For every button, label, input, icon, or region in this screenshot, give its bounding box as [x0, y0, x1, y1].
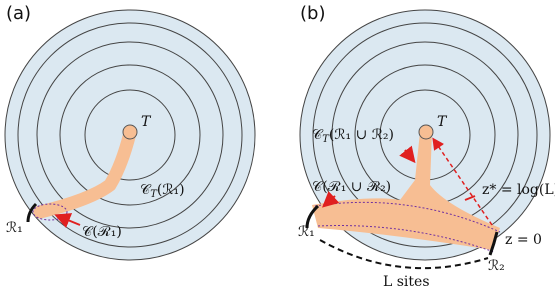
tree-label-arg: (ℛ₁) [157, 182, 185, 198]
panel-b: (b) T 𝒞T(ℛ₁ ∪ ℛ₂) 𝒞(ℛ₁ ∪ ℛ₂) z* = log(L)… [298, 3, 555, 290]
base-label: z = 0 [505, 232, 542, 248]
cut-label: 𝒞(ℛ₁) [82, 224, 122, 240]
tree-label-arg: (ℛ₁ ∪ ℛ₂) [329, 127, 394, 143]
root-node [123, 125, 137, 139]
depth-label: z* = log(L) [482, 182, 555, 198]
sites-label: L sites [383, 274, 430, 290]
region-label: ℛ₂ [488, 258, 505, 274]
root-node [419, 125, 433, 139]
tree-label: 𝒞T(ℛ₁) [140, 182, 185, 200]
region-label: ℛ₁ [298, 224, 315, 240]
diagram: (a) T 𝒞T(ℛ₁) 𝒞(ℛ₁) ℛ₁ (b) T 𝒞T(ℛ₁ ∪ ℛ₂) … [0, 0, 555, 295]
panel-label: (b) [300, 3, 325, 24]
region-label: ℛ₁ [6, 220, 23, 236]
panel-a: (a) T 𝒞T(ℛ₁) 𝒞(ℛ₁) ℛ₁ [5, 3, 255, 260]
panel-label: (a) [6, 3, 31, 24]
cut-label: 𝒞(ℛ₁ ∪ ℛ₂) [312, 179, 391, 195]
